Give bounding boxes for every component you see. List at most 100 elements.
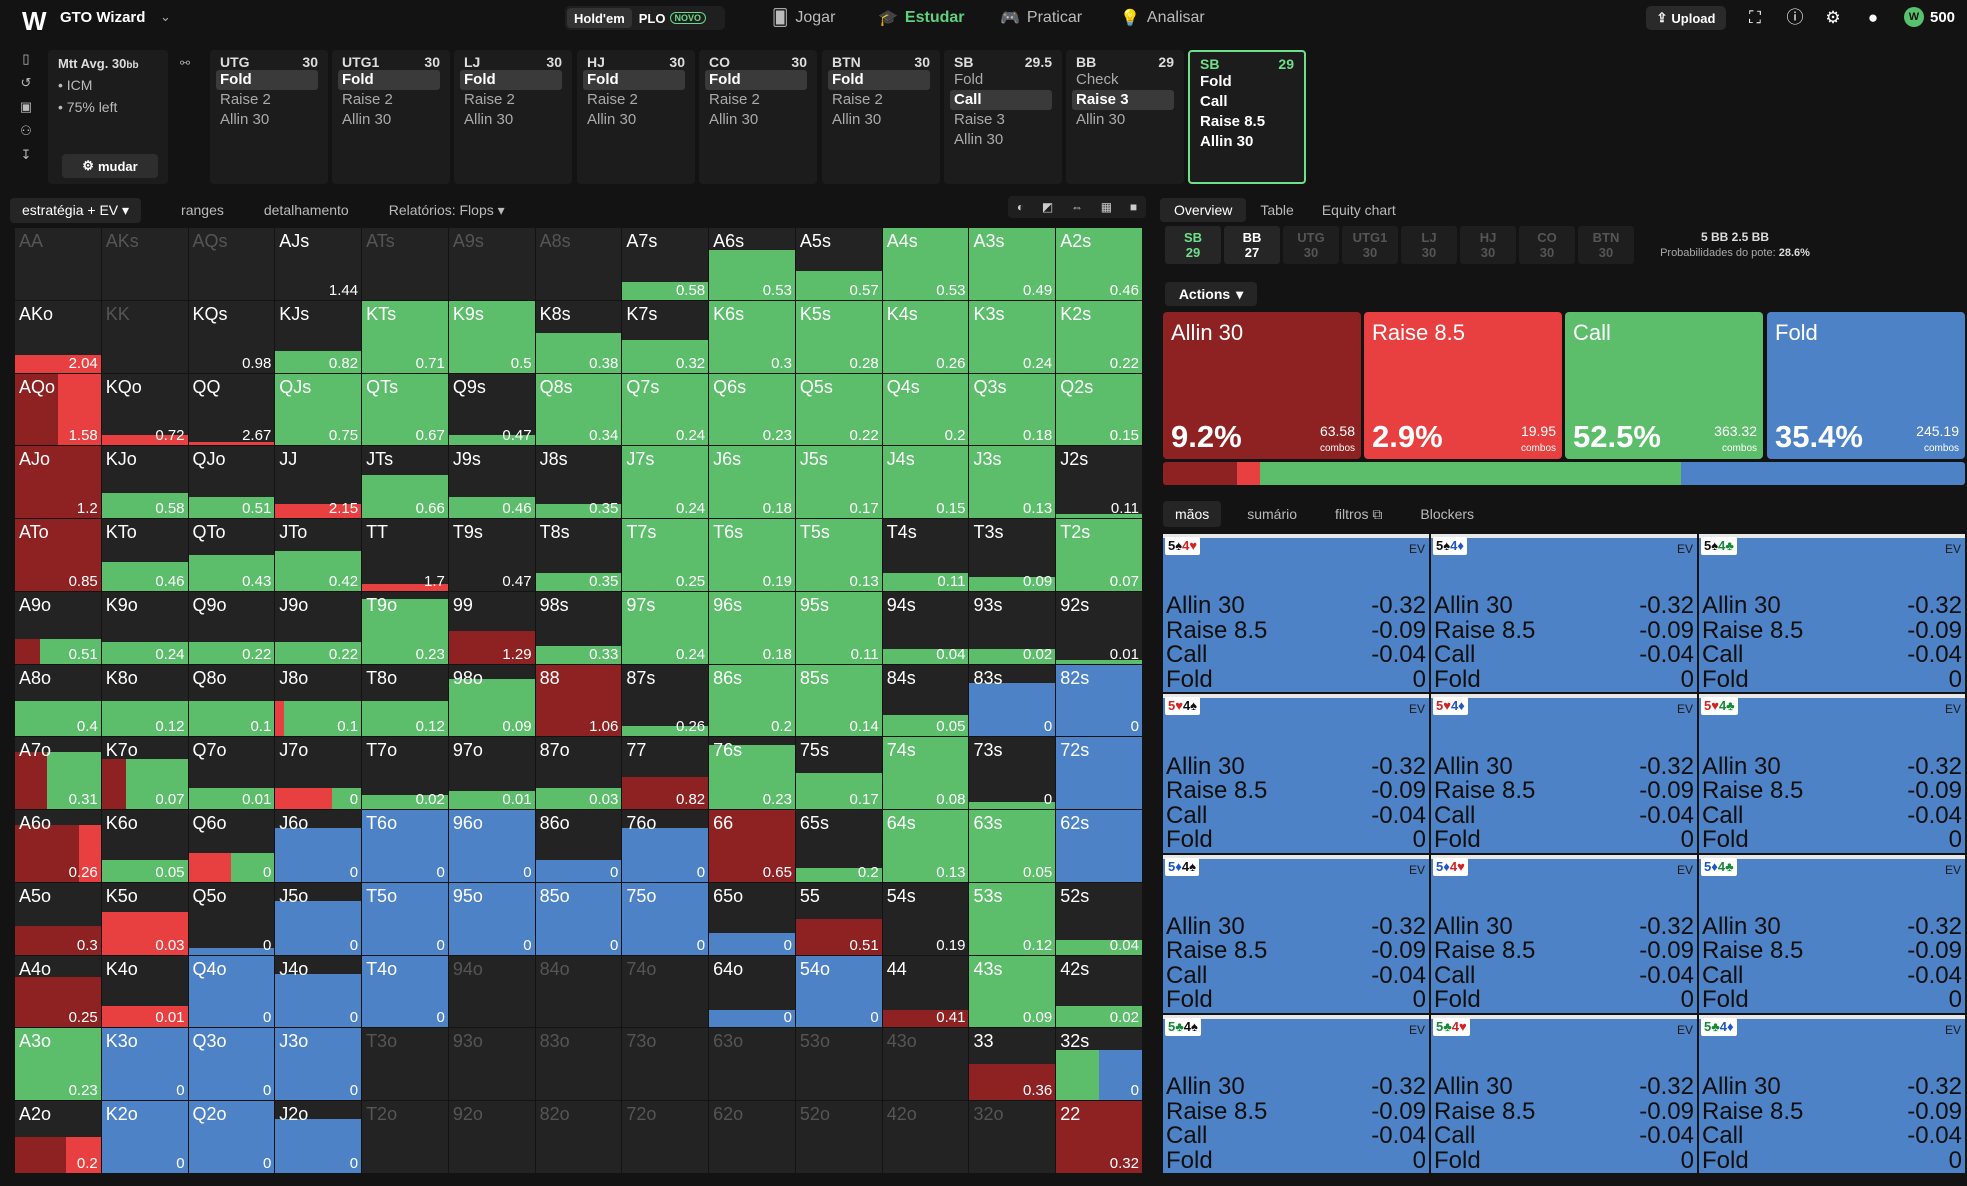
position-action[interactable]: Fold (583, 70, 685, 90)
account-icon[interactable]: ● (1867, 8, 1879, 27)
hand-cell[interactable]: J2o 0 (275, 1101, 362, 1173)
hand-cell[interactable]: 55 0.51 (795, 882, 882, 955)
hand-cell[interactable]: A7o 0.31 (15, 737, 101, 810)
hand-cell[interactable]: Q2o 0 (188, 1101, 275, 1173)
hand-cell[interactable]: 42o (882, 1101, 969, 1173)
position-action[interactable]: Allin 30 (342, 111, 392, 128)
hand-cell[interactable]: 86s 0.2 (709, 664, 795, 737)
nav-jogar[interactable]: 🂠 Jogar (772, 8, 835, 28)
hand-cell[interactable]: KTo 0.46 (101, 519, 188, 591)
hand-cell[interactable]: K9o 0.24 (101, 591, 188, 664)
hand-cell[interactable]: A9o 0.51 (15, 591, 101, 664)
hand-cell[interactable]: 92s 0.01 (1056, 591, 1142, 664)
hand-cell[interactable]: ATo 0.85 (15, 519, 101, 591)
hand-cell[interactable]: T4s 0.11 (882, 519, 969, 591)
hand-cell[interactable]: J7s 0.24 (622, 446, 709, 519)
position-action[interactable]: Raise 3 (954, 111, 1005, 128)
hand-cell[interactable]: T9o 0.23 (362, 591, 448, 664)
position-action[interactable]: Fold (1200, 73, 1232, 90)
hand-cell[interactable]: KJo 0.58 (101, 446, 188, 519)
combo-cell[interactable]: 5♦4♠ EV Allin 30 -0.32 Raise 8.5 -0.09 Call -0.… (1163, 854, 1429, 1013)
hand-cell[interactable]: 65o 0 (709, 882, 795, 955)
actions-dropdown[interactable]: Actions ▾ (1165, 282, 1257, 306)
position-action[interactable]: Fold (216, 70, 318, 90)
hand-cell[interactable]: 63s 0.05 (969, 810, 1056, 882)
hand-cell[interactable]: Q9o 0.22 (188, 591, 275, 664)
hand-cell[interactable]: 97o 0.01 (448, 737, 535, 810)
hand-cell[interactable]: A9s (448, 228, 535, 300)
hand-cell[interactable]: Q9s 0.47 (448, 373, 535, 446)
hand-cell[interactable]: 84o (535, 955, 622, 1028)
hand-cell[interactable]: K7s 0.32 (622, 300, 709, 373)
hand-cell[interactable]: 73s 0 (969, 737, 1056, 810)
position-action[interactable]: Raise 3 (1072, 90, 1174, 110)
hand-cell[interactable]: K5s 0.28 (795, 300, 882, 373)
hand-cell[interactable]: 44 0.41 (882, 955, 969, 1028)
suit-view-icon[interactable]: ◩ (1041, 200, 1054, 214)
hand-cell[interactable]: K7o 0.07 (101, 737, 188, 810)
hand-cell[interactable]: A6o 0.26 (15, 810, 101, 882)
position-card-hj[interactable]: HJ 30 Fold Raise 2 Allin 30 (577, 50, 695, 184)
hand-cell[interactable]: KQs 0.98 (188, 300, 275, 373)
hand-cell[interactable]: T2o (362, 1101, 448, 1173)
hand-cell[interactable]: T4o 0 (362, 955, 448, 1028)
hand-cell[interactable]: Q5s 0.22 (795, 373, 882, 446)
upload-button[interactable]: ⇪ Upload (1646, 6, 1726, 30)
tab-maos[interactable]: mãos (1163, 501, 1222, 527)
hand-cell[interactable]: 95o 0 (448, 882, 535, 955)
hand-cell[interactable]: J6o 0 (275, 810, 362, 882)
combo-cell[interactable]: 5♦4♣ EV Allin 30 -0.32 Raise 8.5 -0.09 Call -0.… (1699, 854, 1965, 1013)
position-action[interactable]: Raise 2 (464, 91, 515, 108)
position-action[interactable]: Allin 30 (709, 111, 759, 128)
hand-cell[interactable]: 87o 0.03 (535, 737, 622, 810)
hand-cell[interactable]: KK (101, 300, 188, 373)
tab-strategy-ev[interactable]: estratégia + EV ▾ (10, 197, 142, 223)
hand-cell[interactable]: 72s (1056, 737, 1142, 810)
card-view-icon[interactable]: ◐ (1016, 200, 1025, 214)
hand-cell[interactable]: Q5o 0 (188, 882, 275, 955)
hand-cell[interactable]: 52s 0.04 (1056, 882, 1142, 955)
coin-balance[interactable]: W 500 (1904, 7, 1955, 27)
seat-lj[interactable]: LJ 30 (1401, 226, 1457, 264)
action-card-allin-30[interactable]: Allin 30 9.2% 63.58 combos (1163, 312, 1361, 459)
hand-cell[interactable]: K6o 0.05 (101, 810, 188, 882)
position-action[interactable]: Allin 30 (464, 111, 514, 128)
hand-cell[interactable]: 73o (622, 1028, 709, 1101)
seat-co[interactable]: CO 30 (1519, 226, 1575, 264)
position-action[interactable]: Fold (954, 71, 984, 88)
hand-cell[interactable]: 85s 0.14 (795, 664, 882, 737)
tab-reports[interactable]: Relatórios: Flops ▾ (389, 202, 505, 219)
gear-icon[interactable]: ⚙ (1825, 8, 1841, 27)
nav-analisar[interactable]: 💡 Analisar (1120, 8, 1205, 28)
hand-cell[interactable]: Q4s 0.2 (882, 373, 969, 446)
hand-cell[interactable]: 74o (622, 955, 709, 1028)
hand-cell[interactable]: JTo 0.42 (275, 519, 362, 591)
hand-cell[interactable]: T8o 0.12 (362, 664, 448, 737)
hand-cell[interactable]: A3s 0.49 (969, 228, 1056, 300)
hand-cell[interactable]: J8o 0.1 (275, 664, 362, 737)
hand-cell[interactable]: 83o (535, 1028, 622, 1101)
app-name[interactable]: GTO Wizard (60, 9, 146, 26)
position-action[interactable]: Check (1076, 71, 1119, 88)
position-action[interactable]: Raise 2 (342, 91, 393, 108)
tab-overview[interactable]: Overview (1160, 198, 1247, 222)
hand-cell[interactable]: 43s 0.09 (969, 955, 1056, 1028)
hand-cell[interactable]: 88 1.06 (535, 664, 622, 737)
position-card-btn[interactable]: BTN 30 Fold Raise 2 Allin 30 (822, 50, 940, 184)
hand-cell[interactable]: J4o 0 (275, 955, 362, 1028)
hand-cell[interactable]: 86o 0 (535, 810, 622, 882)
hand-cell[interactable]: Q7o 0.01 (188, 737, 275, 810)
hand-cell[interactable]: Q8o 0.1 (188, 664, 275, 737)
position-card-sb[interactable]: SB 29.5 Fold Call Raise 3 Allin 30 (944, 50, 1062, 184)
hand-cell[interactable]: A2s 0.46 (1056, 228, 1142, 300)
hand-cell[interactable]: 76s 0.23 (709, 737, 795, 810)
hand-cell[interactable]: 93o (448, 1028, 535, 1101)
hand-cell[interactable]: T6o 0 (362, 810, 448, 882)
combo-cell[interactable]: 5♠4♣ EV Allin 30 -0.32 Raise 8.5 -0.09 Call -0.… (1699, 534, 1965, 693)
position-action[interactable]: Allin 30 (220, 111, 270, 128)
position-action[interactable]: Raise 2 (832, 91, 883, 108)
hand-cell[interactable]: 96s 0.18 (709, 591, 795, 664)
tab-blockers[interactable]: Blockers (1420, 506, 1475, 522)
position-card-bb[interactable]: BB 29 Check Raise 3 Allin 30 (1066, 50, 1184, 184)
hand-cell[interactable]: Q2s 0.15 (1056, 373, 1142, 446)
